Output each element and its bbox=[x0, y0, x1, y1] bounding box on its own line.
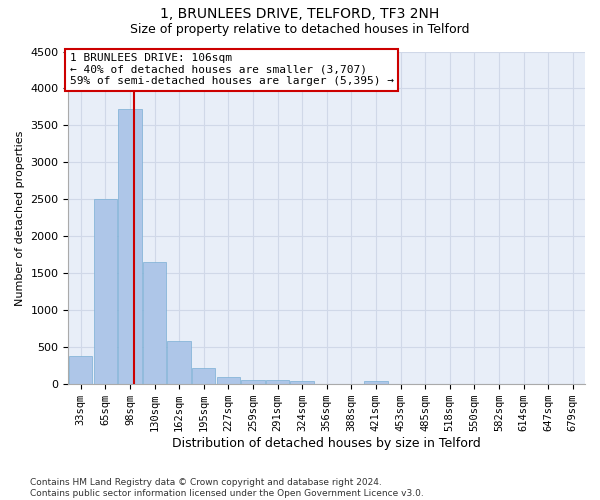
Bar bbox=[217, 377, 240, 384]
Bar bbox=[241, 380, 265, 384]
Text: 1, BRUNLEES DRIVE, TELFORD, TF3 2NH: 1, BRUNLEES DRIVE, TELFORD, TF3 2NH bbox=[160, 8, 440, 22]
Bar bbox=[118, 109, 142, 384]
Bar bbox=[167, 340, 191, 384]
Bar bbox=[192, 368, 215, 384]
Text: 1 BRUNLEES DRIVE: 106sqm
← 40% of detached houses are smaller (3,707)
59% of sem: 1 BRUNLEES DRIVE: 106sqm ← 40% of detach… bbox=[70, 53, 394, 86]
Bar bbox=[94, 200, 117, 384]
Text: Contains HM Land Registry data © Crown copyright and database right 2024.
Contai: Contains HM Land Registry data © Crown c… bbox=[30, 478, 424, 498]
Text: Size of property relative to detached houses in Telford: Size of property relative to detached ho… bbox=[130, 22, 470, 36]
Bar bbox=[364, 381, 388, 384]
Bar bbox=[266, 380, 289, 384]
X-axis label: Distribution of detached houses by size in Telford: Distribution of detached houses by size … bbox=[172, 437, 481, 450]
Y-axis label: Number of detached properties: Number of detached properties bbox=[15, 130, 25, 306]
Bar bbox=[290, 382, 314, 384]
Bar bbox=[143, 262, 166, 384]
Bar bbox=[69, 356, 92, 384]
